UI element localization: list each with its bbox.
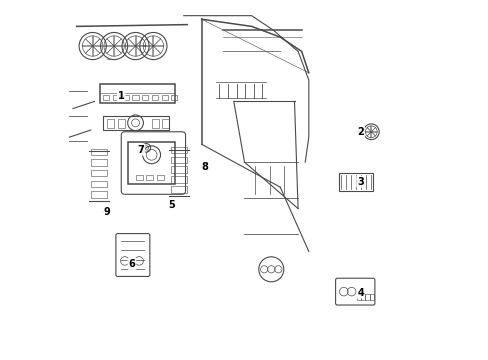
Bar xyxy=(365,294,369,300)
Bar xyxy=(100,84,175,103)
Bar xyxy=(151,119,159,128)
Bar xyxy=(157,175,164,180)
Bar xyxy=(118,119,124,128)
Text: 8: 8 xyxy=(202,162,208,172)
Bar xyxy=(361,294,365,300)
Bar xyxy=(356,294,361,300)
Bar xyxy=(171,186,187,193)
Text: 6: 6 xyxy=(128,259,135,269)
Text: 4: 4 xyxy=(357,288,363,297)
Bar xyxy=(107,119,114,128)
Bar xyxy=(152,95,158,100)
Bar xyxy=(142,95,148,100)
Bar xyxy=(91,192,107,198)
Bar xyxy=(132,95,138,100)
Bar xyxy=(171,176,187,183)
Bar xyxy=(122,95,129,100)
Bar xyxy=(339,173,372,191)
Text: 1: 1 xyxy=(118,91,124,101)
Bar xyxy=(113,95,119,100)
Bar xyxy=(128,143,175,184)
Text: 5: 5 xyxy=(167,200,174,210)
Bar xyxy=(161,95,167,100)
Bar xyxy=(171,166,187,173)
Bar xyxy=(171,157,187,163)
Bar xyxy=(103,95,109,100)
Bar xyxy=(135,175,142,180)
Bar xyxy=(171,95,177,100)
Bar xyxy=(91,159,107,166)
Bar xyxy=(91,149,107,155)
Text: 9: 9 xyxy=(103,207,110,217)
Bar xyxy=(146,175,153,180)
Bar xyxy=(369,294,373,300)
Bar xyxy=(91,181,107,187)
Text: 2: 2 xyxy=(357,127,363,137)
Text: 3: 3 xyxy=(357,177,363,187)
Bar xyxy=(162,119,169,128)
Bar xyxy=(91,170,107,176)
Bar xyxy=(103,116,169,130)
Bar xyxy=(171,147,187,153)
Text: 7: 7 xyxy=(137,145,144,155)
